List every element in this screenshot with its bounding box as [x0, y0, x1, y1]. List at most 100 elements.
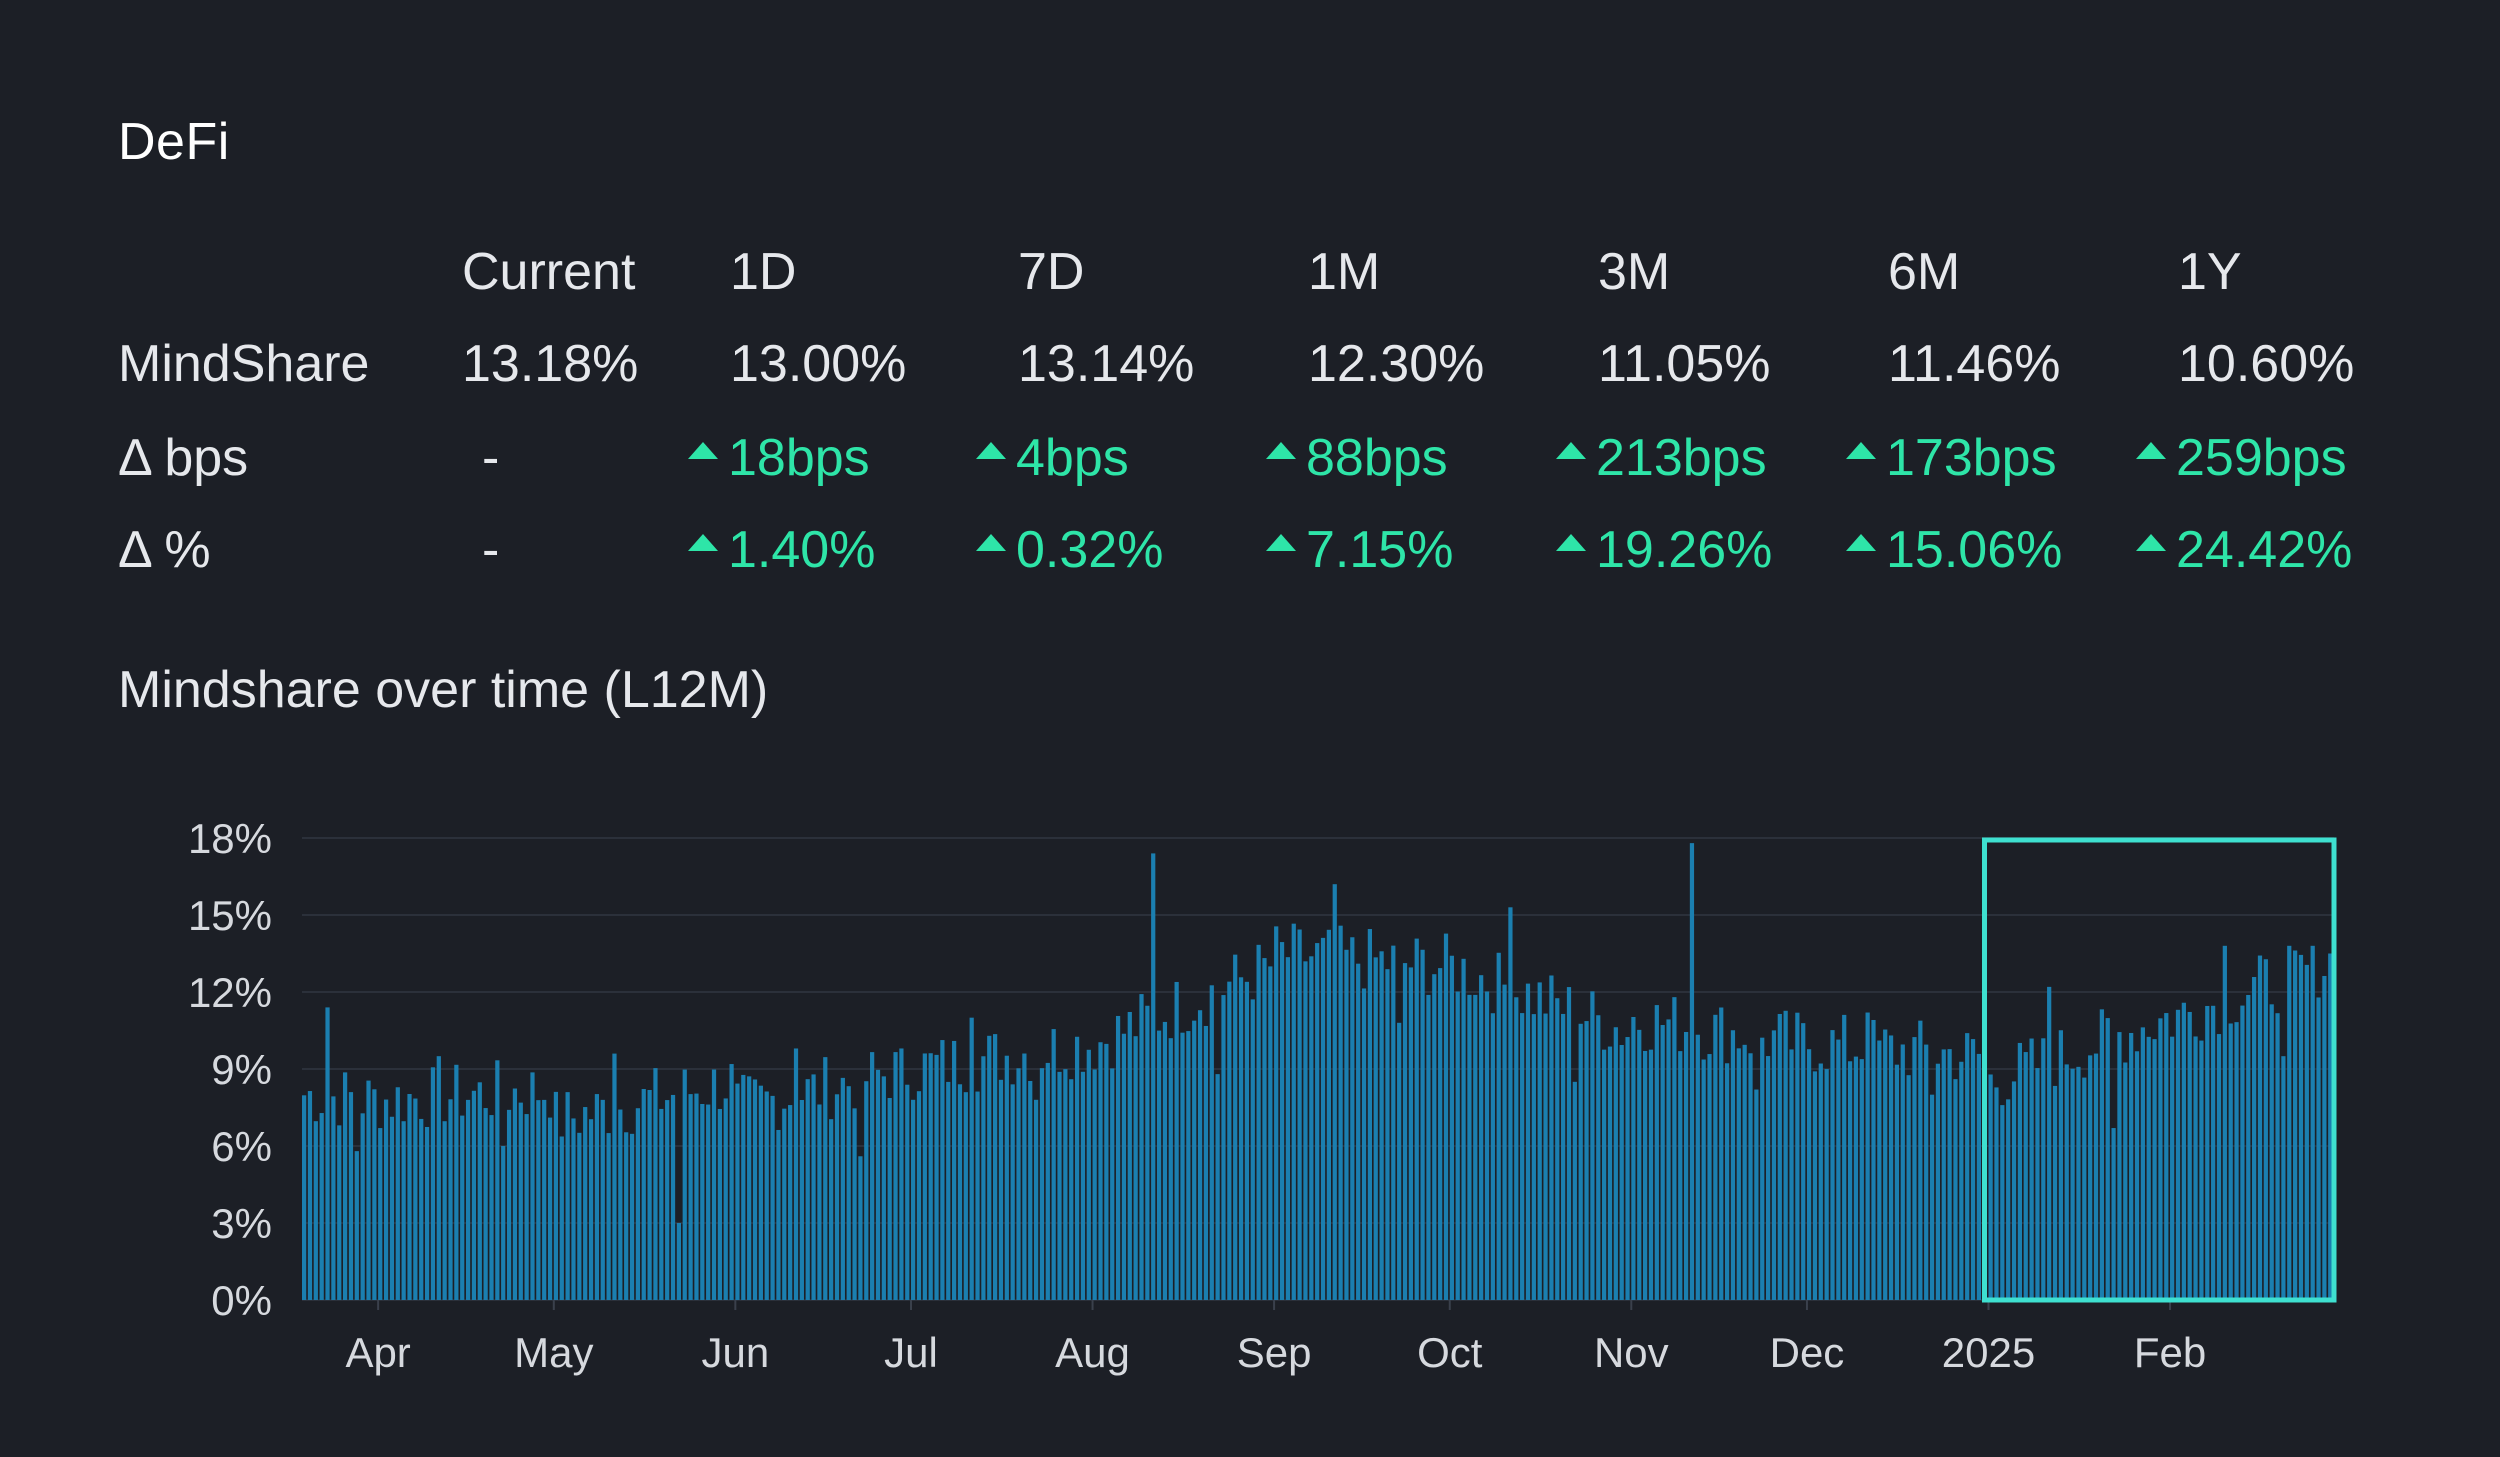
- bar: [1760, 1037, 1765, 1300]
- bar: [1069, 1079, 1074, 1300]
- bar: [1847, 1061, 1853, 1300]
- bar: [899, 1048, 904, 1300]
- bar: [612, 1053, 617, 1300]
- bar: [1713, 1014, 1718, 1300]
- bar: [2252, 977, 2257, 1300]
- bar: [1192, 1020, 1197, 1300]
- bar: [1414, 938, 1419, 1300]
- bar: [448, 1099, 453, 1300]
- delta-bps-cell: 4bps: [976, 418, 1129, 498]
- highlight-box: [1982, 837, 2337, 1303]
- delta-pct-row: Δ % - 1.40% 0.32% 7.15% 19.26% 15.06% 24…: [118, 510, 2418, 590]
- bar: [2181, 1002, 2186, 1300]
- bar: [1309, 956, 1314, 1300]
- bar: [1367, 929, 1372, 1300]
- delta-pct-value: 15.06%: [1886, 521, 2063, 579]
- bar: [700, 1104, 705, 1300]
- bar: [512, 1088, 518, 1300]
- bar: [1783, 1010, 1788, 1300]
- column-header: 7D: [1018, 243, 1085, 301]
- bar: [752, 1079, 758, 1300]
- bar: [1326, 929, 1331, 1300]
- bar: [1045, 1062, 1050, 1300]
- bar: [799, 1100, 804, 1300]
- bar: [583, 1107, 588, 1300]
- bar: [2111, 1128, 2116, 1300]
- up-triangle-icon: [688, 534, 718, 551]
- bar: [1303, 961, 1308, 1300]
- bar: [2257, 955, 2263, 1300]
- up-triangle-icon: [1556, 442, 1586, 459]
- bar: [1028, 1080, 1033, 1300]
- bar: [1830, 1030, 1835, 1300]
- bar: [1227, 981, 1232, 1300]
- bar: [407, 1094, 412, 1300]
- up-triangle-icon: [1266, 442, 1296, 459]
- bar: [1104, 1043, 1109, 1300]
- bar: [676, 1223, 681, 1300]
- bar: [506, 1109, 512, 1300]
- bar: [1806, 1049, 1812, 1300]
- bar: [1929, 1094, 1935, 1300]
- bar: [419, 1118, 424, 1300]
- bar: [782, 1108, 787, 1300]
- bar: [307, 1091, 313, 1300]
- column-header: 1D: [730, 243, 797, 301]
- bar: [553, 1091, 559, 1300]
- bar: [1449, 955, 1454, 1300]
- bar: [366, 1080, 371, 1300]
- bar: [741, 1074, 746, 1300]
- bar: [1865, 1012, 1870, 1300]
- bar: [1818, 1063, 1823, 1300]
- bar: [916, 1091, 922, 1300]
- bar: [1432, 974, 1437, 1300]
- bar: [2240, 1005, 2245, 1300]
- bar: [1520, 1013, 1525, 1300]
- bar: [875, 1069, 881, 1300]
- bar: [2269, 1004, 2274, 1300]
- bar: [1959, 1061, 1964, 1300]
- delta-bps-value: 173bps: [1886, 429, 2057, 487]
- bar: [1238, 977, 1244, 1300]
- bar: [1613, 1027, 1618, 1300]
- bar: [1203, 1025, 1209, 1300]
- bar: [2175, 1009, 2181, 1300]
- up-triangle-icon: [976, 534, 1006, 551]
- bar: [1578, 1023, 1583, 1300]
- bar: [846, 1086, 851, 1300]
- bar: [1215, 1074, 1220, 1300]
- bar: [2064, 1064, 2069, 1300]
- bar: [1057, 1071, 1062, 1300]
- x-axis: Apr May Jun Jul Aug Sep Oct Nov Dec 2025 Feb: [345, 1300, 2206, 1376]
- page-title: DeFi: [118, 113, 230, 171]
- bar: [325, 1007, 330, 1300]
- bar: [1566, 987, 1572, 1300]
- bar: [1502, 984, 1507, 1300]
- bar: [1619, 1045, 1624, 1300]
- bar: [2205, 1005, 2210, 1300]
- bar: [1174, 981, 1179, 1300]
- bar: [2246, 994, 2251, 1300]
- bar: [2140, 1027, 2145, 1300]
- highlight-range: [1982, 837, 2337, 1303]
- x-tick-label: 2025: [1942, 1329, 2035, 1376]
- bar: [600, 1099, 605, 1300]
- bar: [864, 1081, 869, 1300]
- bar: [747, 1076, 752, 1300]
- bar: [1391, 945, 1396, 1300]
- bar: [928, 1053, 933, 1300]
- bar: [1484, 991, 1490, 1300]
- bar: [811, 1074, 816, 1300]
- delta-pct-cell: 24.42%: [2136, 510, 2352, 590]
- bar: [975, 1091, 980, 1300]
- bar: [2234, 1022, 2239, 1300]
- bar: [1086, 1049, 1091, 1300]
- bar: [1531, 1014, 1536, 1300]
- bar: [1543, 1013, 1548, 1300]
- bar: [1180, 1032, 1185, 1300]
- bar: [1836, 1039, 1841, 1300]
- bar: [2105, 1018, 2110, 1300]
- bar: [1824, 1069, 1829, 1300]
- bar: [2047, 986, 2052, 1300]
- bar: [641, 1089, 646, 1300]
